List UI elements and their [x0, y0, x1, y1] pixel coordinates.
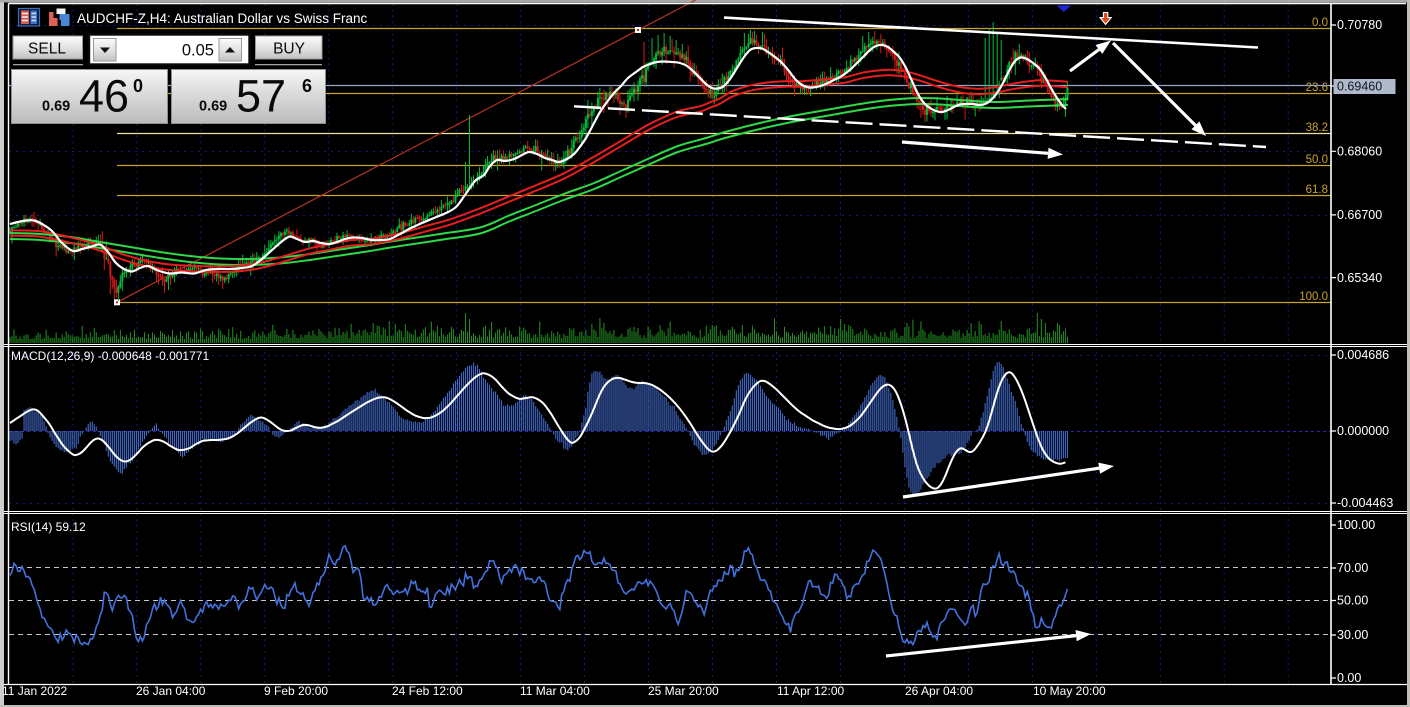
svg-text:6: 6: [302, 76, 312, 96]
svg-text:MACD(12,26,9) -0.000648 -0.001: MACD(12,26,9) -0.000648 -0.001771: [11, 349, 209, 363]
svg-text:61.8: 61.8: [1306, 184, 1328, 196]
svg-text:0.69: 0.69: [42, 99, 70, 115]
svg-text:46: 46: [79, 71, 129, 122]
svg-text:0.69: 0.69: [199, 99, 227, 115]
svg-text:11 Jan 2022: 11 Jan 2022: [2, 684, 67, 698]
svg-text:24 Feb 12:00: 24 Feb 12:00: [392, 684, 463, 698]
svg-text:26 Jan 04:00: 26 Jan 04:00: [136, 684, 206, 698]
svg-text:0.69460: 0.69460: [1337, 80, 1382, 94]
svg-text:25 Mar 20:00: 25 Mar 20:00: [648, 684, 719, 698]
svg-text:RSI(14) 59.12: RSI(14) 59.12: [11, 520, 86, 534]
svg-text:50.0: 50.0: [1306, 154, 1328, 166]
svg-text:30.00: 30.00: [1337, 628, 1368, 642]
svg-text:23.6: 23.6: [1306, 82, 1328, 94]
svg-text:0.70780: 0.70780: [1337, 18, 1382, 32]
svg-text:0.004686: 0.004686: [1337, 348, 1389, 362]
svg-text:9 Feb 20:00: 9 Feb 20:00: [264, 684, 328, 698]
svg-text:0.00: 0.00: [1337, 671, 1361, 685]
svg-text:38.2: 38.2: [1306, 122, 1328, 134]
svg-text:0.000000: 0.000000: [1337, 424, 1389, 438]
svg-text:10 May 20:00: 10 May 20:00: [1033, 684, 1106, 698]
svg-text:0.0: 0.0: [1312, 17, 1328, 29]
svg-text:70.00: 70.00: [1337, 561, 1368, 575]
svg-text:11 Mar 04:00: 11 Mar 04:00: [520, 684, 590, 698]
svg-text:0: 0: [133, 76, 143, 96]
svg-text:0.65340: 0.65340: [1337, 271, 1382, 285]
svg-text:100.0: 100.0: [1299, 291, 1328, 303]
svg-text:57: 57: [236, 71, 286, 122]
svg-text:0.05: 0.05: [182, 42, 214, 60]
svg-text:50.00: 50.00: [1337, 594, 1368, 608]
svg-text:BUY: BUY: [273, 41, 305, 58]
svg-text:SELL: SELL: [28, 41, 66, 58]
svg-text:AUDCHF-Z,H4: Australian Dolla: AUDCHF-Z,H4: Australian Dollar vs Swiss …: [77, 11, 368, 26]
svg-text:100.00: 100.00: [1337, 518, 1375, 532]
svg-text:-0.004463: -0.004463: [1337, 496, 1393, 510]
svg-text:0.66700: 0.66700: [1337, 208, 1382, 222]
svg-text:26 Apr 04:00: 26 Apr 04:00: [905, 684, 973, 698]
svg-text:11 Apr 12:00: 11 Apr 12:00: [777, 684, 844, 698]
svg-text:0.68060: 0.68060: [1337, 145, 1382, 159]
